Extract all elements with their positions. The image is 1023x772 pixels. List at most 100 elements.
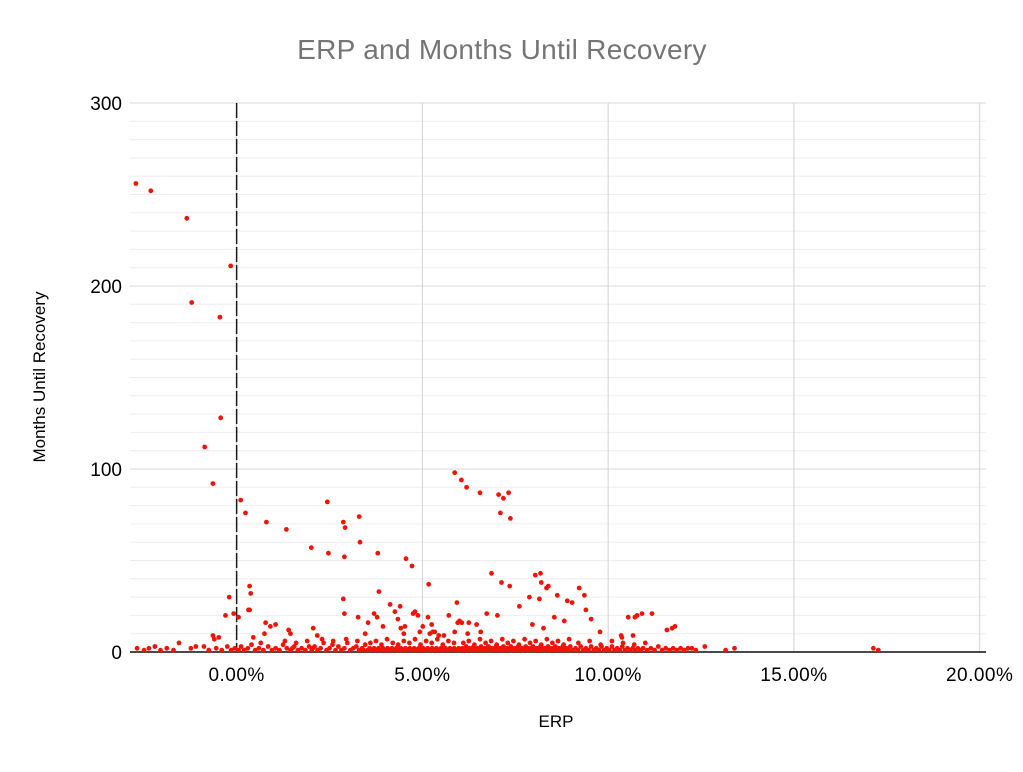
data-point [326, 550, 331, 556]
data-point [498, 510, 503, 516]
data-point [505, 640, 511, 646]
data-point [875, 647, 881, 653]
data-point [689, 645, 695, 651]
data-point [238, 644, 244, 649]
data-point [402, 624, 408, 629]
data-point [263, 620, 268, 626]
data-point [398, 625, 404, 631]
data-point [506, 647, 512, 653]
data-point [446, 613, 452, 618]
data-point [319, 636, 325, 642]
data-point [544, 636, 550, 642]
data-point [280, 642, 286, 648]
data-point [264, 519, 269, 525]
data-point [501, 495, 506, 501]
data-point [527, 594, 532, 600]
data-point [488, 638, 494, 644]
data-point [434, 636, 440, 642]
data-point [555, 638, 561, 644]
data-point [314, 633, 320, 638]
data-point [355, 638, 360, 644]
data-point [462, 647, 467, 653]
data-point [321, 640, 326, 646]
data-point [672, 624, 678, 629]
data-point [236, 647, 241, 653]
data-point [429, 622, 435, 627]
data-point [303, 647, 308, 653]
chart-title: ERP and Months Until Recovery [297, 34, 707, 65]
data-point [506, 490, 511, 496]
data-point [295, 647, 301, 653]
data-point [308, 545, 314, 551]
data-point [685, 645, 691, 651]
data-point [219, 647, 225, 653]
data-point [245, 645, 251, 651]
data-point [606, 647, 612, 653]
data-point [566, 647, 571, 653]
data-point [588, 616, 594, 622]
x-tick-label: 5.00% [394, 665, 450, 686]
data-point [527, 640, 533, 646]
data-point [340, 596, 346, 602]
data-point [293, 640, 299, 646]
data-point [452, 470, 458, 476]
data-point [532, 572, 538, 578]
data-point [588, 644, 594, 649]
data-point [440, 642, 446, 648]
data-point [484, 611, 490, 616]
data-point [670, 645, 676, 651]
data-point [330, 642, 335, 648]
data-point [659, 647, 665, 653]
data-point [466, 620, 472, 626]
data-point [596, 647, 602, 653]
data-point [403, 556, 409, 562]
data-point [620, 640, 626, 646]
x-axis-title: ERP [538, 712, 574, 731]
data-point [277, 647, 282, 653]
data-point [567, 644, 573, 649]
data-point [176, 640, 182, 646]
data-point [464, 484, 469, 490]
data-point [241, 647, 247, 653]
data-point [238, 497, 244, 503]
y-tick-label: 100 [90, 460, 122, 481]
data-point [273, 622, 278, 627]
data-point [652, 647, 657, 653]
data-point [426, 581, 432, 587]
data-point [356, 514, 362, 519]
data-point [362, 631, 368, 637]
data-point [441, 633, 447, 638]
data-point [732, 645, 737, 651]
data-point [551, 647, 556, 653]
data-point [554, 592, 560, 598]
data-point [501, 644, 506, 649]
data-point [365, 620, 371, 626]
x-tick-label: 10.00% [574, 665, 641, 686]
data-point [538, 642, 544, 648]
data-point [361, 647, 367, 653]
data-point [415, 613, 421, 618]
data-point [231, 611, 237, 616]
data-point [262, 631, 267, 637]
data-point [306, 644, 312, 649]
data-point [469, 647, 475, 653]
data-point [312, 644, 317, 649]
data-point [210, 633, 216, 638]
data-point [575, 647, 581, 653]
data-point [210, 481, 216, 486]
data-point [282, 638, 288, 644]
data-point [216, 635, 222, 640]
data-point [583, 607, 589, 613]
data-point [224, 644, 230, 649]
data-point [578, 644, 584, 649]
data-point [558, 647, 564, 653]
data-point [412, 609, 418, 615]
data-point [304, 638, 310, 644]
data-point [517, 603, 522, 609]
data-point [248, 591, 254, 596]
data-point [597, 629, 603, 635]
data-point [228, 647, 234, 653]
data-point [561, 642, 566, 648]
data-point [586, 647, 591, 653]
data-point [639, 611, 645, 616]
